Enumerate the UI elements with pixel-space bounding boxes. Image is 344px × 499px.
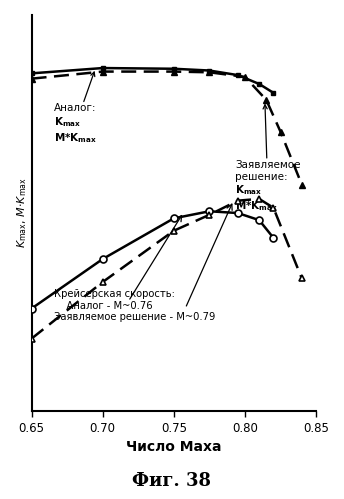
- X-axis label: Число Маха: Число Маха: [126, 440, 222, 454]
- Text: Фиг. 38: Фиг. 38: [132, 472, 212, 490]
- Text: Аналог:
$\mathbf{K_{max}}$
$\mathbf{M{*}K_{max}}$: Аналог: $\mathbf{K_{max}}$ $\mathbf{M{*}…: [54, 72, 97, 145]
- Text: Крейсерская скорость:
    Аналог - M~0.76
Заявляемое решение - M~0.79: Крейсерская скорость: Аналог - M~0.76 За…: [54, 289, 216, 322]
- Y-axis label: $K_{\max}$, $M{\cdot}K_{\max}$: $K_{\max}$, $M{\cdot}K_{\max}$: [15, 178, 29, 249]
- Text: Заявляемое
решение:
$\mathbf{K_{max}}$
$\mathbf{M{*}K_{max}}$: Заявляемое решение: $\mathbf{K_{max}}$ $…: [235, 105, 301, 213]
